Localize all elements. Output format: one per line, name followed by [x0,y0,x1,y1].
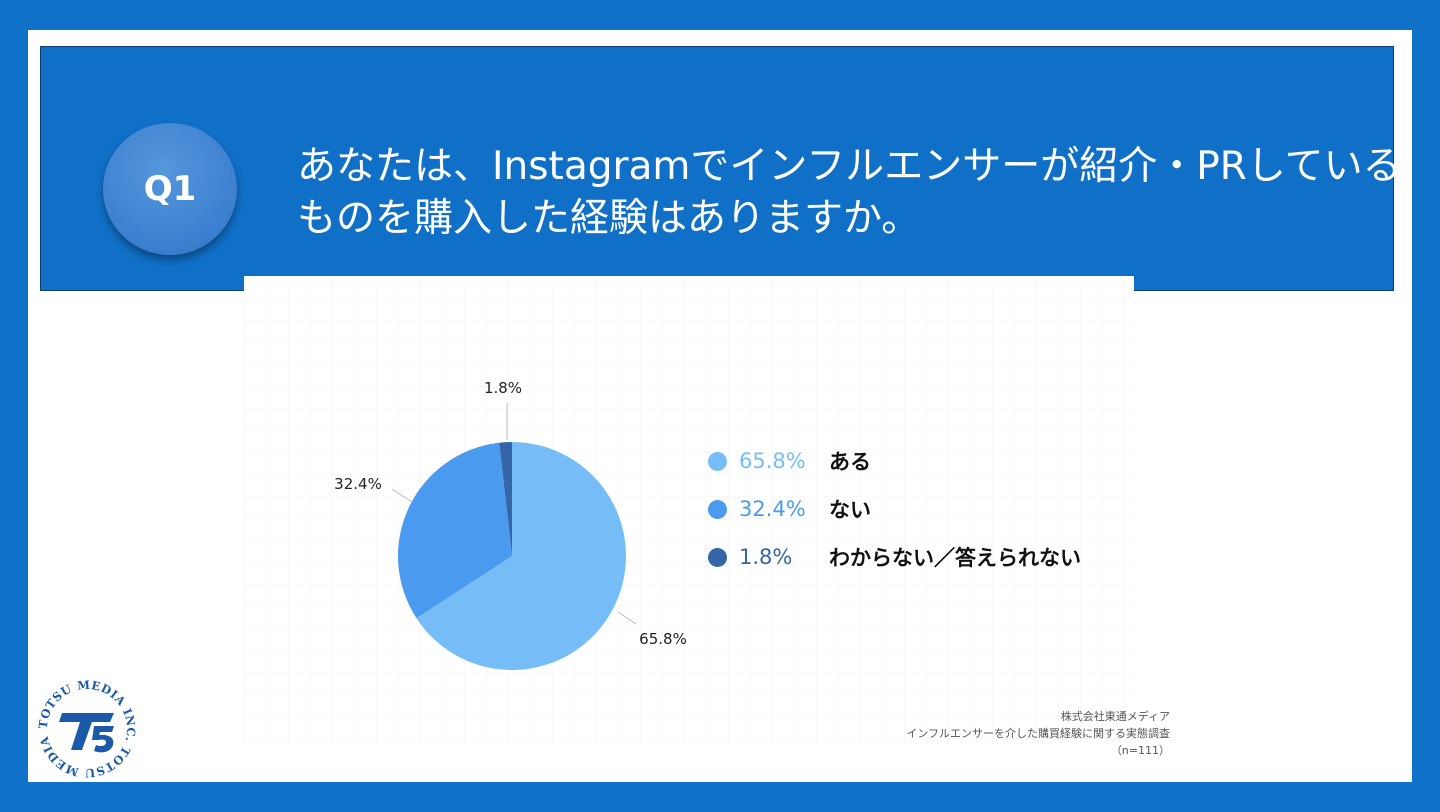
question-number-badge: Q1 [103,123,237,255]
totsu-media-logo: TOTSU MEDIA INC. TOTSU MEDIA INC. [34,676,138,780]
source-sample: （n=111） [1110,744,1170,757]
pie-leader-line [617,611,637,625]
legend-label: わからない／答えられない [829,546,1081,570]
pie-data-label: 1.8% [484,379,522,397]
legend-percent: 65.8% [739,449,806,473]
pie-slice [398,442,512,619]
pie-data-label: 65.8% [639,630,687,648]
pie-leader-line [391,488,413,503]
source-company: 株式会社東通メディア [1060,710,1170,723]
legend-percent: 32.4% [739,497,806,521]
pie-data-label: 32.4% [334,475,382,493]
pie-slice [499,442,512,556]
source-survey: インフルエンサーを介した購買経験に関する実態調査 [906,727,1170,740]
legend-label: ない [829,498,871,522]
source-note: 株式会社東通メディア インフルエンサーを介した購買経験に関する実態調査 （n=1… [906,708,1170,759]
legend-item: 32.4% ない [708,485,1081,533]
legend-swatch [708,499,727,519]
question-line-2: ものを購入した経験はありますか。 [297,196,921,241]
question-line-1: あなたは、Instagramでインフルエンサーが紹介・PRしている [297,144,1402,189]
chart-area [244,276,1134,746]
logo-mark [59,713,114,753]
pie-slice [416,442,627,670]
legend-swatch [708,547,727,567]
legend-item: 1.8% わからない／答えられない [708,533,1081,581]
legend-label: ある [829,450,871,474]
legend-swatch [708,451,727,471]
question-header: Q1 あなたは、Instagramでインフルエンサーが紹介・PRしている ものを… [40,46,1402,291]
legend-item: 65.8% ある [708,437,1081,485]
question-text: あなたは、Instagramでインフルエンサーが紹介・PRしている ものを購入し… [297,141,1402,245]
legend-percent: 1.8% [739,545,793,569]
chart-legend: 65.8% ある 32.4% ない 1.8% わからない／答えられない [708,437,1081,581]
